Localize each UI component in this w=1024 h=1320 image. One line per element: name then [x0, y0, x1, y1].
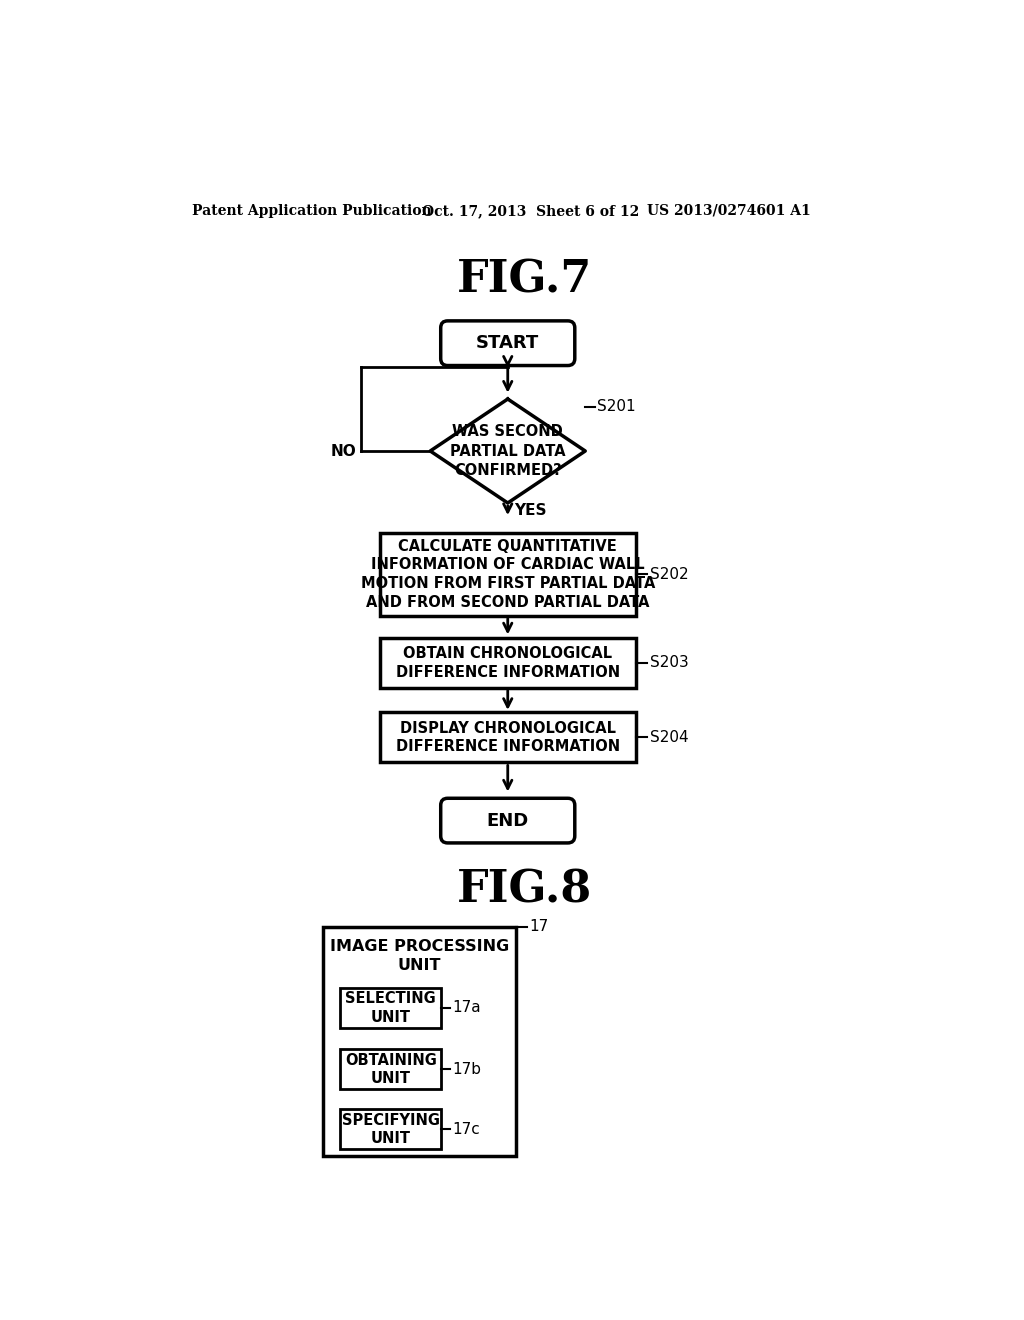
- Text: CALCULATE QUANTITATIVE
INFORMATION OF CARDIAC WALL
MOTION FROM FIRST PARTIAL DAT: CALCULATE QUANTITATIVE INFORMATION OF CA…: [360, 539, 655, 610]
- Bar: [340, 1109, 441, 1150]
- Bar: [380, 713, 636, 763]
- Text: DISPLAY CHRONOLOGICAL
DIFFERENCE INFORMATION: DISPLAY CHRONOLOGICAL DIFFERENCE INFORMA…: [395, 721, 620, 754]
- Text: YES: YES: [514, 503, 547, 517]
- Text: S201: S201: [597, 399, 636, 414]
- Text: 17b: 17b: [453, 1061, 481, 1077]
- FancyBboxPatch shape: [440, 321, 574, 366]
- Bar: [380, 532, 636, 615]
- Text: FIG.8: FIG.8: [457, 869, 593, 911]
- Text: S204: S204: [649, 730, 688, 744]
- Text: OBTAIN CHRONOLOGICAL
DIFFERENCE INFORMATION: OBTAIN CHRONOLOGICAL DIFFERENCE INFORMAT…: [395, 645, 620, 680]
- Text: Patent Application Publication: Patent Application Publication: [191, 203, 431, 218]
- Text: SELECTING
UNIT: SELECTING UNIT: [345, 991, 436, 1024]
- Text: WAS SECOND
PARTIAL DATA
CONFIRMED?: WAS SECOND PARTIAL DATA CONFIRMED?: [450, 424, 565, 478]
- Text: Oct. 17, 2013  Sheet 6 of 12: Oct. 17, 2013 Sheet 6 of 12: [423, 203, 640, 218]
- Text: END: END: [486, 812, 528, 829]
- Text: IMAGE PROCESSING
UNIT: IMAGE PROCESSING UNIT: [330, 940, 509, 973]
- FancyBboxPatch shape: [440, 799, 574, 843]
- Text: S203: S203: [649, 655, 688, 671]
- Text: 17c: 17c: [453, 1122, 480, 1137]
- Text: SPECIFYING
UNIT: SPECIFYING UNIT: [342, 1113, 439, 1146]
- Bar: [340, 1049, 441, 1089]
- Text: START: START: [476, 334, 540, 352]
- Text: S202: S202: [649, 566, 688, 582]
- Text: 17a: 17a: [453, 1001, 481, 1015]
- Text: FIG.7: FIG.7: [457, 259, 593, 301]
- Text: NO: NO: [331, 444, 356, 458]
- Text: 17: 17: [529, 919, 549, 935]
- Bar: [324, 927, 515, 1156]
- Bar: [380, 638, 636, 688]
- Text: OBTAINING
UNIT: OBTAINING UNIT: [345, 1052, 436, 1086]
- Bar: [340, 987, 441, 1028]
- Text: US 2013/0274601 A1: US 2013/0274601 A1: [647, 203, 811, 218]
